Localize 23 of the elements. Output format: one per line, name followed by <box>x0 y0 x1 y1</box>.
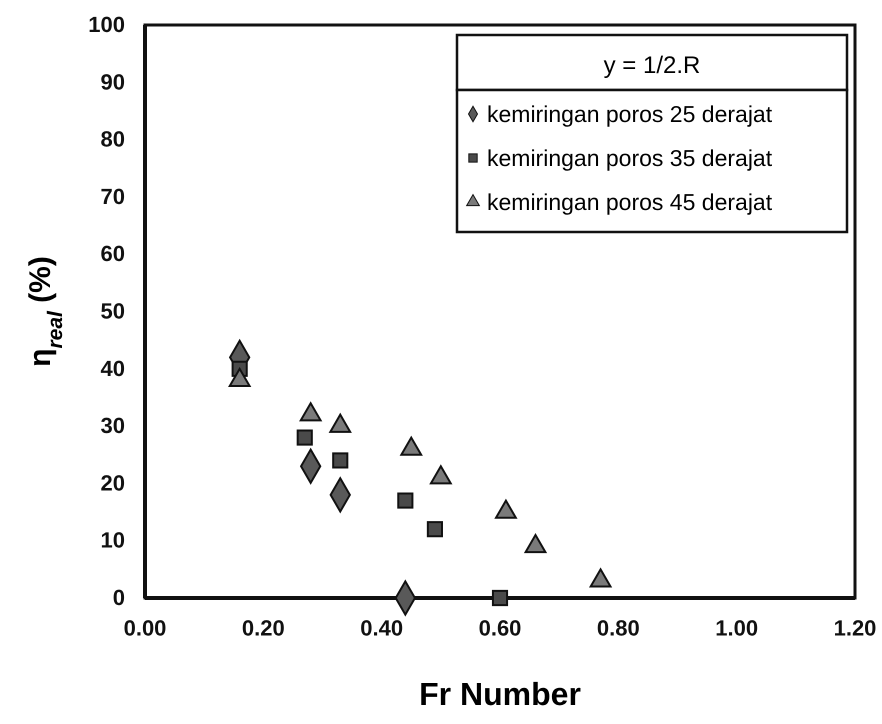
y-tick-label: 100 <box>88 12 125 38</box>
x-tick-label: 0.40 <box>360 616 404 641</box>
y-tick-label: 80 <box>100 126 125 152</box>
legend-label: kemiringan poros 45 derajat <box>487 189 773 215</box>
y-tick-label: 0 <box>112 585 125 610</box>
y-tick-label: 50 <box>100 298 125 324</box>
x-axis-title: Fr Number <box>419 676 581 712</box>
y-tick-label: 40 <box>100 356 125 381</box>
x-tick-label: 0.00 <box>124 616 166 641</box>
y-tick-label: 20 <box>100 470 125 496</box>
x-tick-label: 0.60 <box>478 616 522 641</box>
y-tick-label: 30 <box>100 413 125 438</box>
y-tick-label: 10 <box>100 528 125 553</box>
legend-title: y = 1/2.R <box>604 52 700 79</box>
legend-label: kemiringan poros 35 derajat <box>487 145 773 171</box>
x-tick-label: 0.80 <box>596 616 640 641</box>
legend-label: kemiringan poros 25 derajat <box>487 101 773 127</box>
y-tick-label: 60 <box>100 241 125 266</box>
x-tick-label: 0.20 <box>242 616 285 641</box>
y-tick-label: 90 <box>100 69 125 94</box>
x-tick-label: 1.20 <box>834 616 876 641</box>
x-tick-label: 1.00 <box>715 616 758 641</box>
y-tick-label: 70 <box>100 184 125 209</box>
